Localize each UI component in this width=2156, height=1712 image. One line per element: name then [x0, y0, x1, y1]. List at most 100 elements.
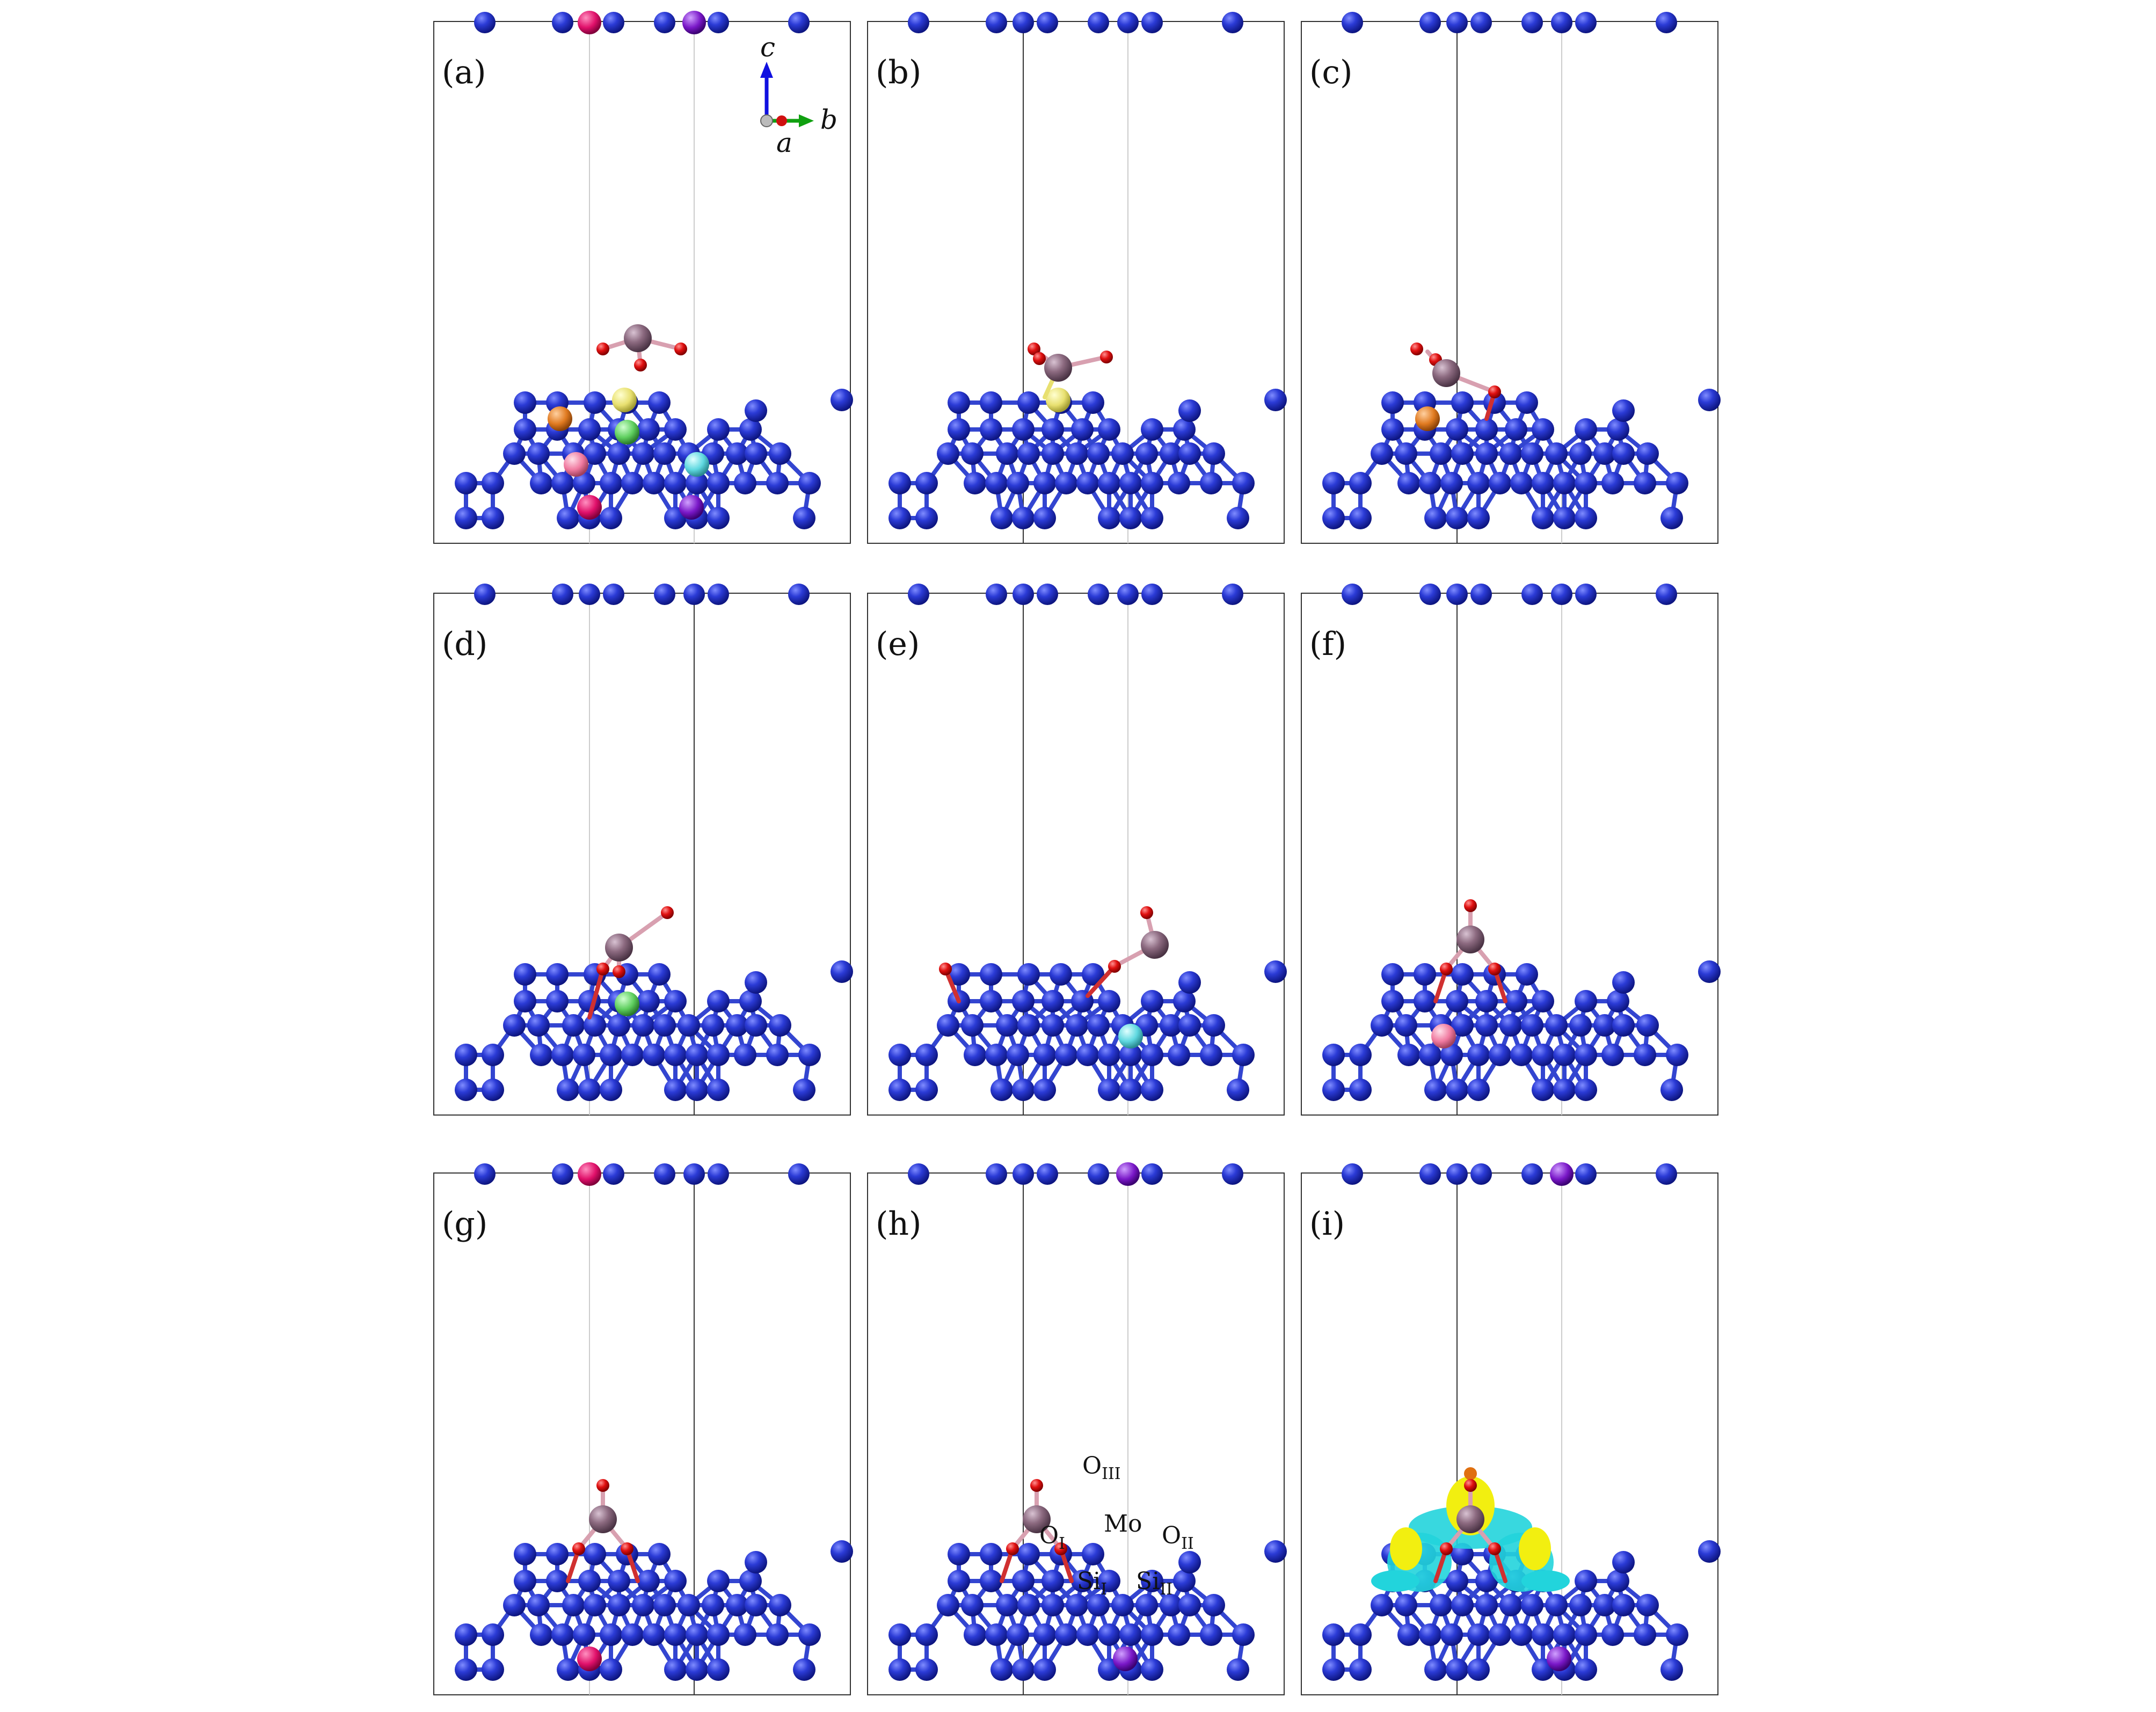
si-atom-top [1551, 12, 1572, 33]
si-atom [455, 507, 477, 529]
si-atom [915, 1623, 938, 1646]
si-atom-top [1575, 1163, 1597, 1185]
si-atom [1607, 1570, 1629, 1592]
si-atom [1636, 1014, 1659, 1037]
si-atom [1451, 442, 1474, 465]
si-atom [1066, 442, 1088, 465]
si-atom-top [474, 1163, 496, 1185]
si-atom [937, 1594, 959, 1616]
si-atom-top [1342, 1163, 1363, 1185]
si-atom-top [788, 584, 810, 605]
panel-label: (f) [1309, 625, 1346, 663]
si-atom [1612, 442, 1635, 465]
si-atom [961, 1594, 984, 1616]
si-atom [1521, 1594, 1543, 1616]
si-atom [961, 442, 984, 465]
atom-label-o2: OII [1162, 1522, 1194, 1553]
si-atom [600, 1658, 622, 1681]
si-atom [948, 1570, 970, 1592]
si-atom [1076, 1044, 1099, 1066]
si-atom [1446, 418, 1468, 441]
si-atom [584, 391, 606, 414]
si-atom [1012, 507, 1035, 529]
si-atom [1082, 963, 1104, 986]
si-atom [831, 1540, 853, 1563]
si-atom [1033, 472, 1056, 494]
unit-cell-frame [1301, 1172, 1718, 1695]
si-atom [546, 1570, 569, 1592]
si-atom-top [474, 12, 496, 33]
si-atom [584, 442, 606, 465]
si-atom-top [1521, 1163, 1543, 1185]
si-atom [996, 442, 1018, 465]
yellow-site-atom [1046, 388, 1070, 412]
si-atom-top [603, 584, 624, 605]
si-atom [798, 1623, 821, 1646]
panel-label: (d) [442, 625, 487, 663]
si-atom [1634, 1623, 1656, 1646]
atom-label-si1: SiI [1077, 1568, 1107, 1599]
si-atom-top [986, 12, 1007, 33]
si-atom [455, 1658, 477, 1681]
si-atom [888, 472, 911, 494]
marked-atom-top [578, 11, 601, 34]
axis-a-dot [776, 115, 787, 126]
si-atom [664, 418, 687, 441]
si-atom [1098, 418, 1120, 441]
si-atom-top [552, 12, 573, 33]
si-atom [964, 472, 986, 494]
si-atom [985, 1044, 1008, 1066]
atom-label-si2: SiII [1136, 1568, 1172, 1599]
si-atom [608, 1014, 630, 1037]
si-atom [734, 1044, 756, 1066]
si-atom-top [1088, 1163, 1109, 1185]
si-atom [1232, 1623, 1255, 1646]
si-atom [1467, 472, 1490, 494]
si-atom [1553, 1044, 1576, 1066]
si-atom [1660, 507, 1683, 529]
si-atom [915, 1079, 938, 1101]
si-atom [584, 1014, 606, 1037]
si-atom-top [788, 12, 810, 33]
si-atom [1200, 1044, 1222, 1066]
si-atom [546, 963, 569, 986]
si-atom [653, 442, 676, 465]
si-atom [1499, 1594, 1522, 1616]
si-atom [1087, 442, 1110, 465]
si-atom [707, 1623, 730, 1646]
density-depletion [1371, 1570, 1419, 1592]
si-atom [1569, 1594, 1592, 1616]
si-atom [1322, 1623, 1345, 1646]
si-atom [621, 1623, 644, 1646]
si-atom-top [1470, 12, 1492, 33]
si-atom-top [1141, 1163, 1163, 1185]
si-atom [1017, 442, 1040, 465]
panel-g: (g) [433, 1162, 853, 1695]
si-atom [1475, 1014, 1498, 1037]
si-atom [1349, 1044, 1372, 1066]
si-atom [1322, 1079, 1345, 1101]
panel-label: (h) [876, 1205, 921, 1243]
si-atom [980, 990, 1002, 1012]
panel-label: (b) [876, 54, 921, 91]
si-atom [888, 1079, 911, 1101]
si-atom [1446, 990, 1468, 1012]
si-atom [769, 1014, 791, 1037]
si-atom [1634, 1044, 1656, 1066]
axis-c-arrow [760, 62, 773, 78]
si-atom [1227, 1079, 1249, 1101]
si-atom [734, 472, 756, 494]
si-atom [584, 1543, 606, 1565]
mo-atom [1456, 926, 1484, 953]
oxygen-atom [621, 1542, 633, 1555]
si-atom [1569, 442, 1592, 465]
si-atom [707, 990, 730, 1012]
density-depletion [1521, 1570, 1570, 1592]
panel-b: (b) [867, 12, 1287, 544]
si-atom [1007, 472, 1029, 494]
si-atom [1666, 1623, 1688, 1646]
si-atom [514, 418, 536, 441]
si-atom [503, 442, 526, 465]
si-atom [980, 391, 1002, 414]
si-atom [766, 472, 789, 494]
